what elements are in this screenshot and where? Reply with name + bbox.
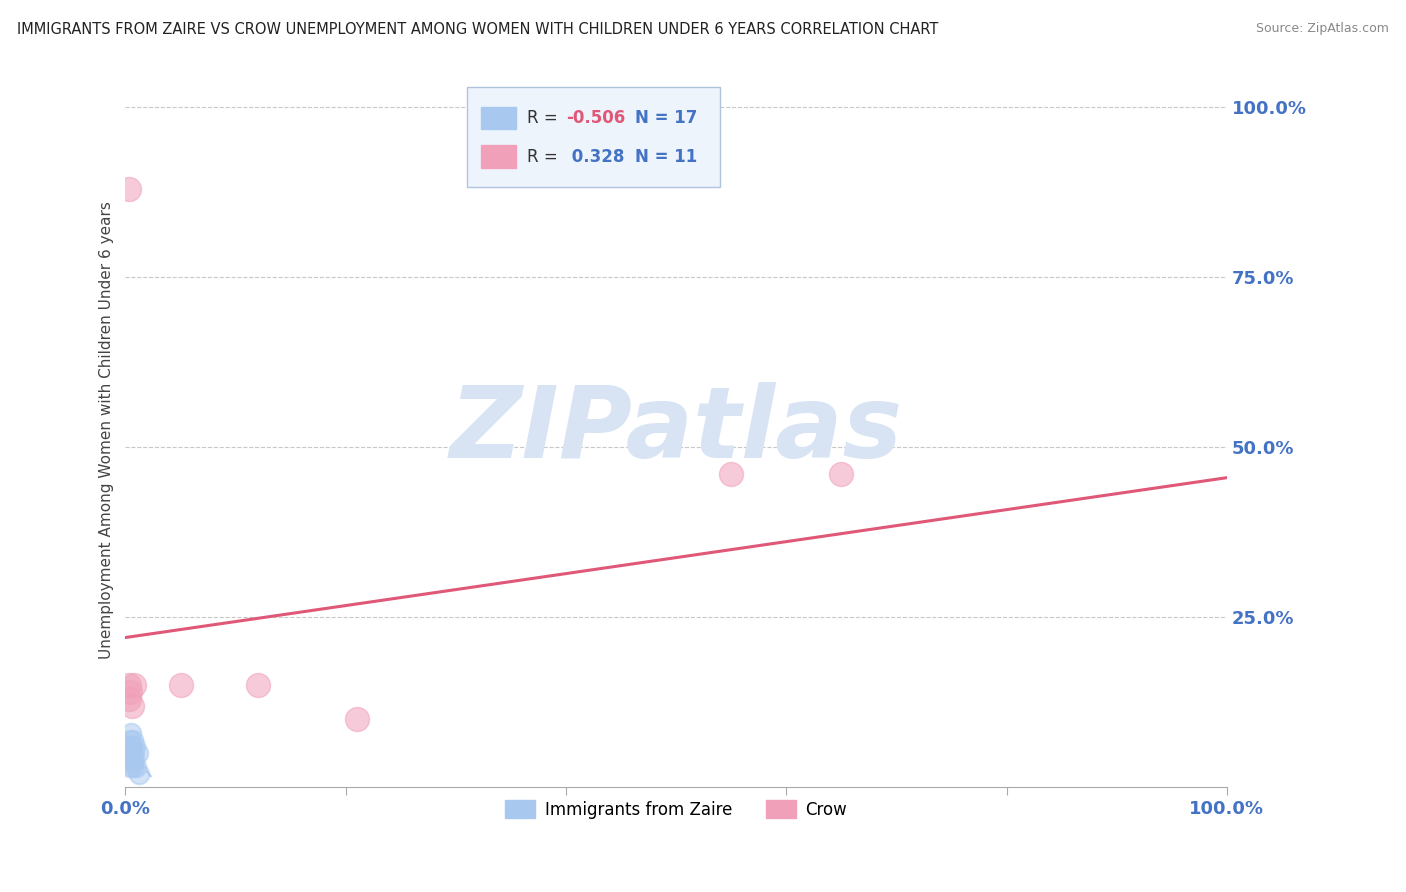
Point: [830, 467, 852, 482]
Point: [124, 746, 146, 760]
Point: [120, 746, 142, 760]
Text: -0.506: -0.506: [567, 109, 626, 127]
Text: ZIPatlas: ZIPatlas: [450, 382, 903, 479]
Text: R =: R =: [527, 109, 564, 127]
Text: N = 11: N = 11: [636, 147, 697, 166]
Point: [118, 753, 141, 767]
FancyBboxPatch shape: [481, 106, 516, 129]
Point: [125, 760, 148, 774]
Point: [118, 181, 141, 195]
FancyBboxPatch shape: [467, 87, 720, 187]
Point: [121, 698, 143, 713]
Y-axis label: Unemployment Among Women with Children Under 6 years: Unemployment Among Women with Children U…: [100, 201, 114, 659]
Point: [246, 678, 269, 692]
Point: [127, 746, 149, 760]
Point: [720, 467, 742, 482]
Point: [124, 753, 146, 767]
Legend: Immigrants from Zaire, Crow: Immigrants from Zaire, Crow: [498, 794, 853, 825]
Point: [118, 691, 141, 706]
Point: [124, 739, 146, 754]
Point: [122, 760, 145, 774]
FancyBboxPatch shape: [481, 145, 516, 168]
Point: [118, 739, 141, 754]
Point: [169, 678, 191, 692]
Point: [128, 766, 150, 780]
Point: [121, 739, 143, 754]
Text: 0.328: 0.328: [567, 147, 624, 166]
Text: R =: R =: [527, 147, 564, 166]
Point: [118, 678, 141, 692]
Point: [118, 760, 141, 774]
Text: IMMIGRANTS FROM ZAIRE VS CROW UNEMPLOYMENT AMONG WOMEN WITH CHILDREN UNDER 6 YEA: IMMIGRANTS FROM ZAIRE VS CROW UNEMPLOYME…: [17, 22, 938, 37]
Point: [121, 753, 143, 767]
Text: Source: ZipAtlas.com: Source: ZipAtlas.com: [1256, 22, 1389, 36]
Point: [346, 712, 368, 726]
Point: [124, 678, 146, 692]
Point: [117, 746, 139, 760]
Point: [120, 725, 142, 739]
Point: [118, 685, 141, 699]
Point: [118, 732, 141, 747]
Text: N = 17: N = 17: [636, 109, 697, 127]
Point: [122, 732, 145, 747]
